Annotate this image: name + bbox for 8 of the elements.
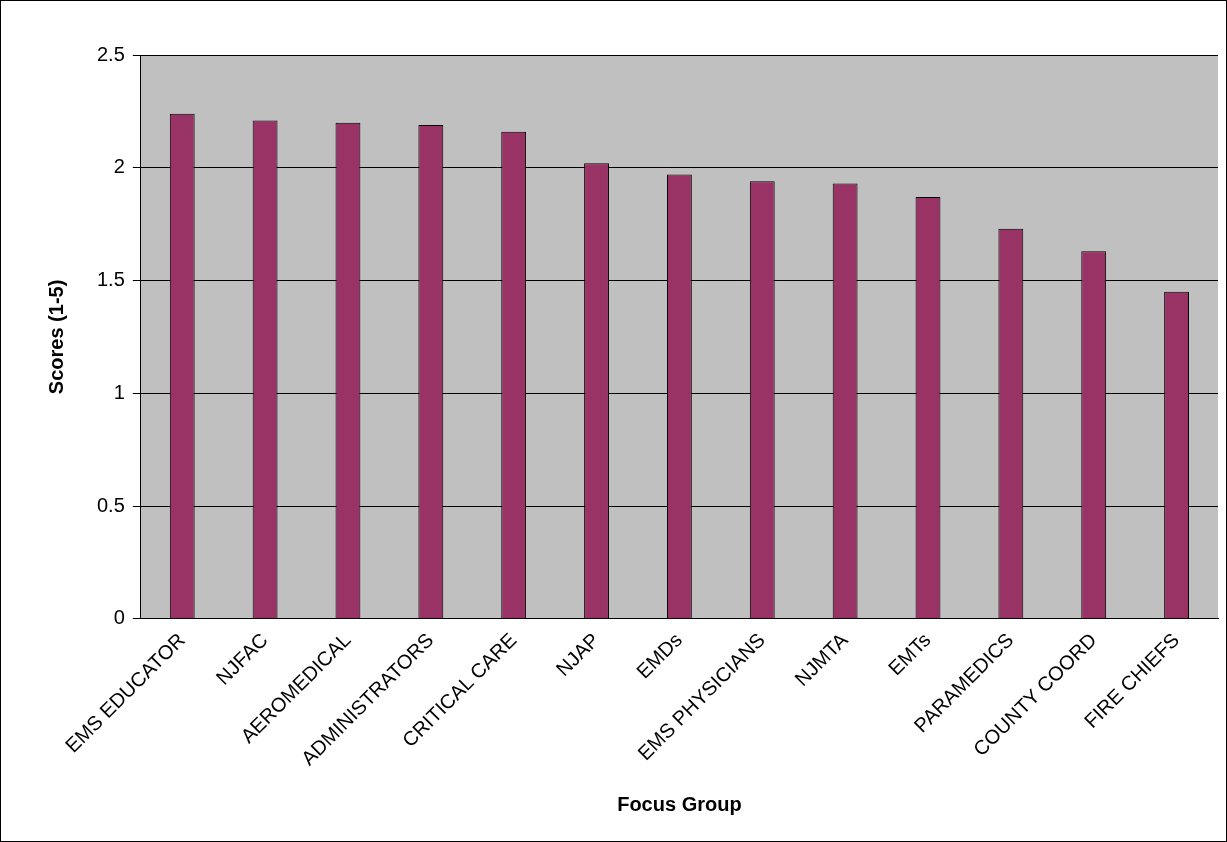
y-tick-label: 0 (113, 606, 125, 629)
y-tick-label: 1.5 (96, 268, 125, 291)
y-tick-label: 1 (113, 380, 125, 403)
y-tick-label: 0.5 (96, 493, 125, 516)
y-axis-title: Scores (1-5) (44, 279, 67, 395)
x-axis-title: Focus Group (617, 792, 742, 815)
y-tick-label: 2 (113, 155, 125, 178)
y-tick-label: 2.5 (96, 42, 125, 65)
